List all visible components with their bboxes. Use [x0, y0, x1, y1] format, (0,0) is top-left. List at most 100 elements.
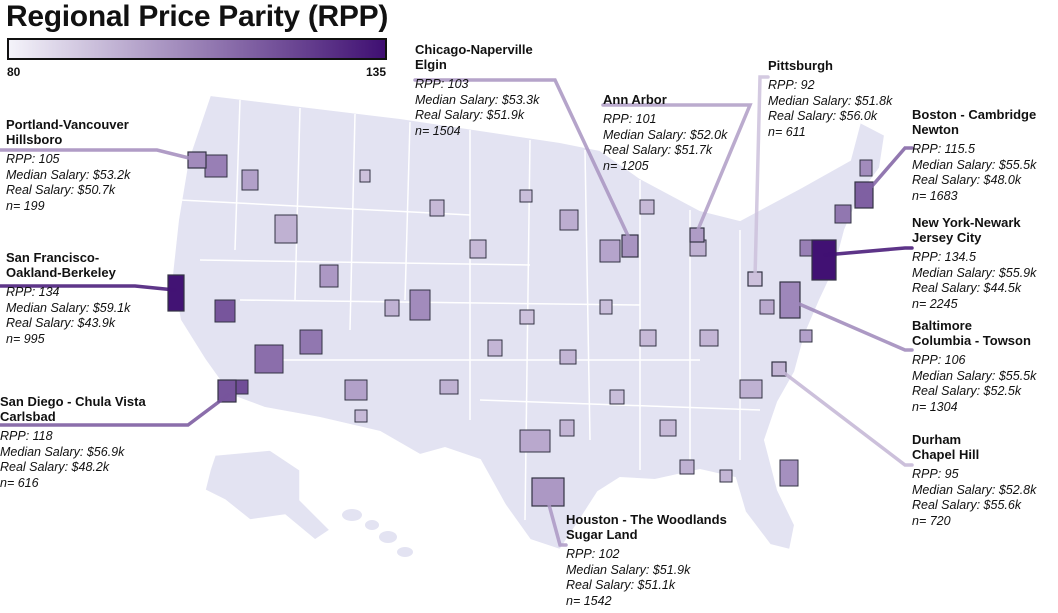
callout-portland: Portland-Vancouver Hillsboro RPP: 105 Media…	[6, 117, 130, 214]
sample-size-label: n= 616	[0, 475, 39, 490]
metro-areas	[167, 151, 874, 507]
rpp-label: RPP: 118	[0, 429, 53, 443]
metro-name: Durham Chapel Hill	[912, 432, 980, 462]
leader-line-portland	[0, 148, 199, 162]
metro-name: San Francisco- Oakland-Berkeley	[6, 250, 116, 280]
us-landmass	[170, 93, 887, 557]
rpp-label: RPP: 115.5	[912, 142, 976, 156]
metro-area-shape	[719, 469, 733, 483]
rpp-label: RPP: 92	[768, 78, 815, 92]
leader-line-san-diego	[0, 393, 230, 427]
callout-leader-lines	[0, 75, 914, 547]
leader-line-baltimore	[788, 298, 914, 352]
median-salary-label: Median Salary: $53.2k	[6, 167, 131, 182]
leader-line-ann-arbor	[601, 103, 753, 234]
metro-area-shape	[834, 204, 852, 224]
color-scale-legend	[7, 38, 387, 60]
leader-line-chicago	[413, 78, 632, 242]
metro-area-shape	[679, 459, 695, 475]
state-boundary-line	[239, 299, 641, 306]
leader-line-san-francisco	[0, 284, 177, 292]
state-boundary-line	[479, 399, 761, 411]
metro-area-shape	[739, 379, 763, 399]
rpp-label: RPP: 103	[415, 77, 469, 91]
metro-shape-san-diego	[217, 379, 237, 403]
rpp-label: RPP: 101	[603, 112, 657, 126]
state-boundary-line	[349, 113, 356, 331]
median-salary-label: Median Salary: $56.9k	[0, 444, 125, 459]
metro-area-shape	[354, 409, 368, 423]
metro-area-shape	[519, 429, 551, 453]
sample-size-label: n= 1683	[912, 188, 958, 203]
metro-area-shape	[699, 329, 719, 347]
metro-area-shape	[599, 239, 621, 263]
metro-area-shape	[384, 299, 400, 317]
metro-area-shape	[204, 154, 228, 178]
leader-line-boston	[858, 146, 914, 202]
sample-size-label: n= 1304	[912, 399, 958, 414]
leader-line-new-york	[823, 246, 914, 257]
metro-area-shape	[487, 339, 503, 357]
metro-name: Chicago-Naperville Elgin	[415, 42, 533, 72]
map-title: Regional Price Parity (RPP)	[6, 0, 389, 33]
metro-name: Pittsburgh	[768, 58, 833, 73]
hawaii-island-shape	[379, 531, 397, 543]
metro-area-shape	[299, 329, 323, 355]
sample-size-label: n= 1542	[566, 593, 612, 608]
metro-name: Ann Arbor	[603, 92, 667, 107]
callout-new-york: New York-Newark Jersey City RPP: 134.5 Medi…	[912, 215, 1036, 312]
rpp-label: RPP: 134.5	[912, 250, 976, 264]
legend-min-label: 80	[7, 65, 21, 79]
median-salary-label: Median Salary: $52.8k	[912, 482, 1037, 497]
metro-area-shape	[599, 299, 613, 315]
metro-name: Baltimore Columbia - Towson	[912, 318, 1031, 348]
metro-area-shape	[519, 189, 533, 203]
metro-area-shape	[559, 209, 579, 231]
callout-chicago: Chicago-Naperville Elgin RPP: 103 Median Sa…	[415, 42, 539, 139]
metro-area-shape	[409, 289, 431, 321]
state-boundary-line	[404, 121, 411, 301]
hawaii-island-shape	[342, 509, 362, 521]
hawaii-island-shape	[365, 520, 379, 530]
sample-size-label: n= 199	[6, 198, 45, 213]
median-salary-label: Median Salary: $52.0k	[603, 127, 728, 142]
real-salary-label: Real Salary: $43.9k	[6, 316, 116, 330]
state-boundary-line	[584, 149, 591, 441]
state-boundary-line	[179, 199, 471, 216]
metro-name: New York-Newark Jersey City	[912, 215, 1021, 245]
legend-max-label: 135	[366, 65, 387, 79]
callout-san-francisco: San Francisco- Oakland-Berkeley RPP: 134 Me…	[6, 250, 130, 347]
metro-area-shape	[254, 344, 284, 374]
metro-area-shape	[779, 459, 799, 487]
real-salary-label: Real Salary: $50.7k	[6, 183, 116, 197]
median-salary-label: Median Salary: $59.1k	[6, 300, 131, 315]
metro-area-shape	[559, 419, 575, 437]
rpp-label: RPP: 95	[912, 467, 959, 481]
state-boundary-line	[524, 139, 531, 521]
real-salary-label: Real Salary: $56.0k	[768, 109, 878, 123]
real-salary-label: Real Salary: $55.6k	[912, 498, 1022, 512]
metro-name: Boston - Cambridge Newton	[912, 107, 1037, 137]
real-salary-label: Real Salary: $48.2k	[0, 460, 110, 474]
leader-line-pittsburgh	[753, 75, 770, 280]
state-boundary-line	[234, 99, 241, 251]
metro-area-shape	[359, 169, 371, 183]
metro-area-shape	[639, 329, 657, 347]
state-boundary-line	[294, 107, 301, 301]
metro-area-shape	[429, 199, 445, 217]
median-salary-label: Median Salary: $55.5k	[912, 368, 1037, 383]
metro-name: Houston - The Woodlands Sugar Land	[566, 512, 727, 542]
callout-durham: Durham Chapel Hill RPP: 95 Median Salary: $…	[912, 432, 1036, 529]
callout-ann-arbor: Ann Arbor RPP: 101 Median Salary: $52.0k Re…	[603, 92, 727, 174]
real-salary-label: Real Salary: $48.0k	[912, 173, 1022, 187]
metro-area-shape	[609, 389, 625, 405]
metro-area-shape	[344, 379, 368, 401]
real-salary-label: Real Salary: $51.1k	[566, 578, 676, 592]
rpp-label: RPP: 134	[6, 285, 60, 299]
metro-name: San Diego - Chula Vista Carlsbad	[0, 394, 146, 424]
sample-size-label: n= 1504	[415, 123, 461, 138]
callout-boston: Boston - Cambridge Newton RPP: 115.5 Median…	[912, 107, 1036, 204]
median-salary-label: Median Salary: $55.5k	[912, 157, 1037, 172]
metro-area-shape	[469, 239, 487, 259]
